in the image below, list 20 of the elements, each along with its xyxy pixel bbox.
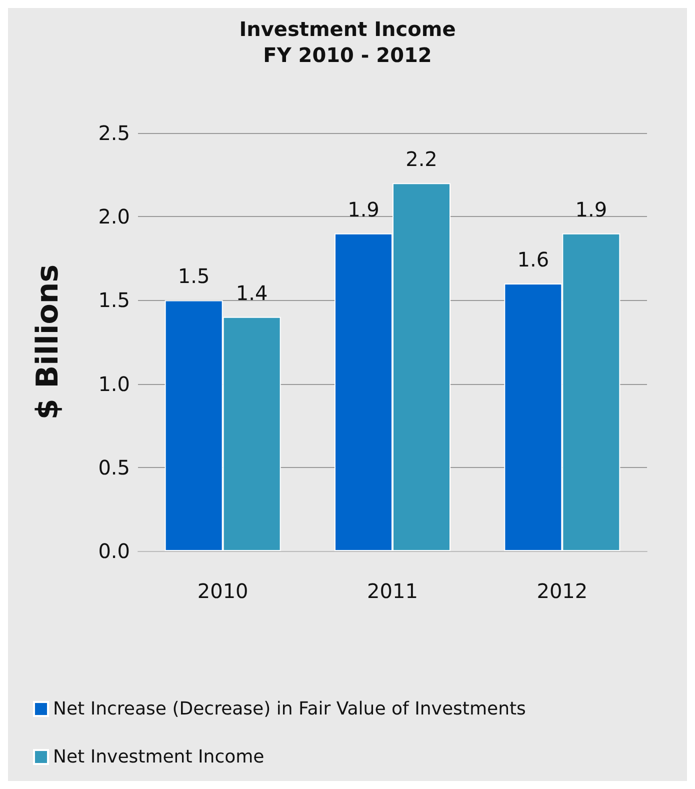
data-label: 1.5 — [178, 264, 210, 288]
data-label: 2.2 — [406, 147, 438, 172]
legend-label: Net Investment Income — [53, 746, 264, 768]
y-tick-label: 1.0 — [98, 372, 130, 396]
y-tick-label: 1.5 — [98, 288, 130, 312]
y-tick-label: 2.5 — [98, 121, 130, 145]
chart-subtitle: FY 2010 - 2012 — [263, 43, 432, 67]
data-label: 1.9 — [575, 197, 608, 222]
data-label: 1.9 — [348, 197, 380, 222]
x-tick-label: 2011 — [367, 579, 418, 603]
y-tick-label: 0.0 — [98, 539, 130, 563]
legend-label: Net Increase (Decrease) in Fair Value of Investments — [53, 698, 526, 720]
y-axis-title: $ Billions — [30, 264, 66, 420]
y-tick-label: 2.0 — [98, 204, 130, 229]
y-tick-label: 0.5 — [98, 455, 130, 480]
data-label: 1.4 — [236, 280, 268, 305]
x-tick-label: 2010 — [197, 579, 248, 603]
x-tick-label: 2012 — [536, 579, 588, 603]
chart-title: Investment Income — [239, 17, 456, 41]
data-label: 1.6 — [517, 247, 550, 272]
